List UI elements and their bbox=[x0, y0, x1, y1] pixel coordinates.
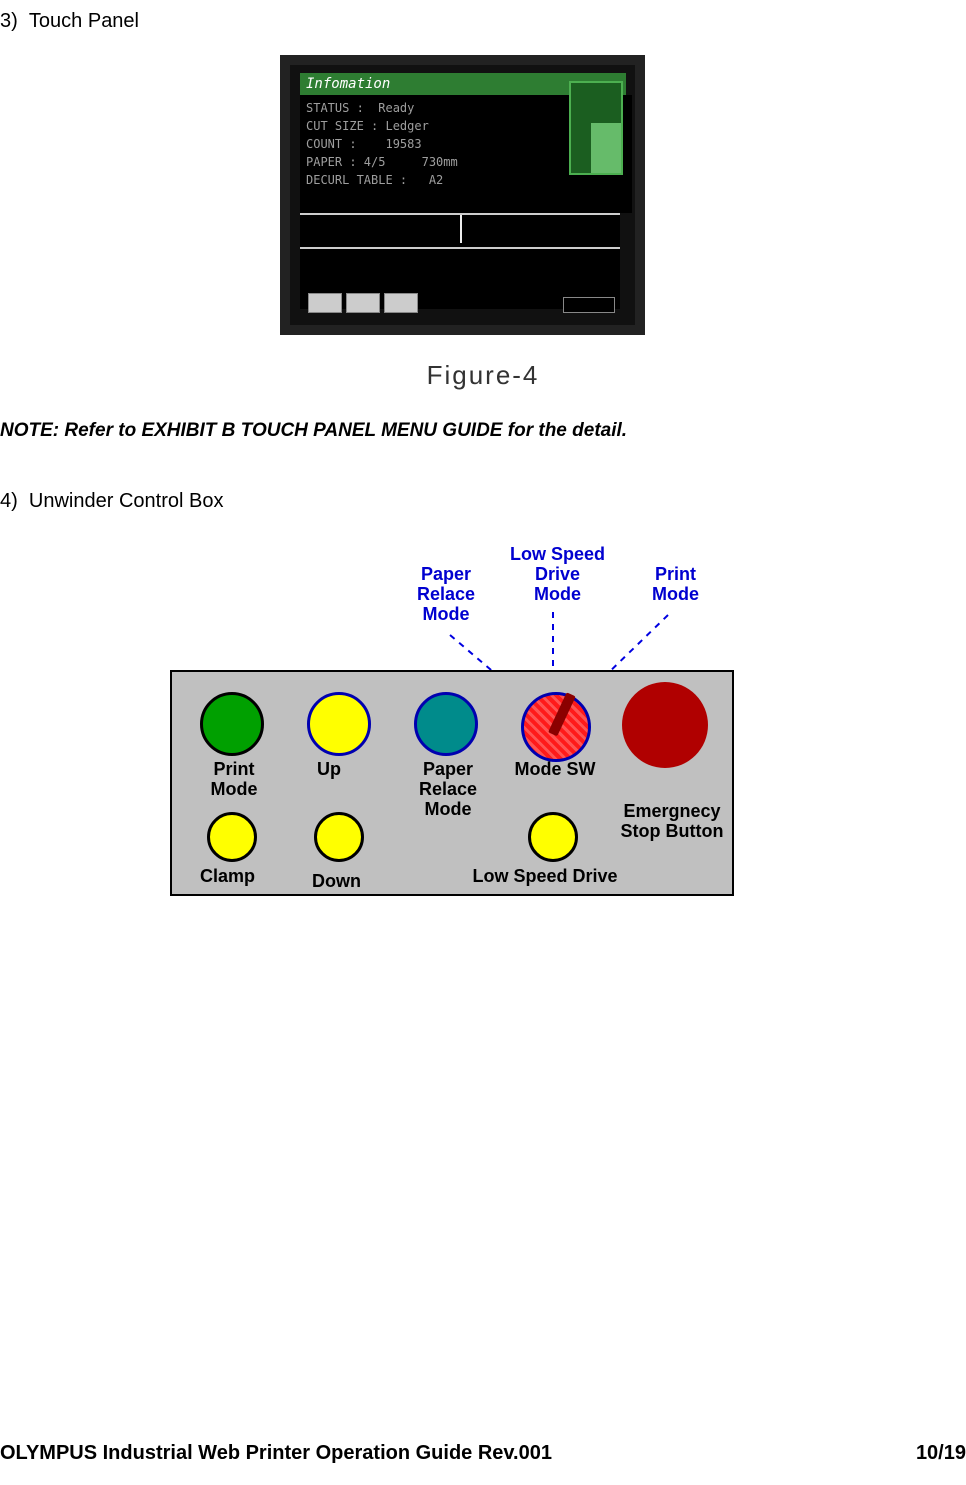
paper-relace-label: Paper Relace Mode bbox=[407, 760, 489, 819]
low-speed-drive-label: Low Speed Drive bbox=[460, 867, 630, 887]
mode-sw-label: Mode SW bbox=[514, 760, 596, 780]
paper-relace-mode-lamp bbox=[414, 692, 478, 756]
emergency-stop-label: Emergnecy Stop Button bbox=[612, 802, 732, 842]
callout-print-mode: Print Mode bbox=[652, 565, 699, 605]
up-button bbox=[307, 692, 371, 756]
page-footer: OLYMPUS Industrial Web Printer Operation… bbox=[0, 1442, 966, 1465]
footer-title: OLYMPUS Industrial Web Printer Operation… bbox=[0, 1442, 552, 1464]
low-speed-drive-button bbox=[528, 812, 578, 862]
callout-paper-relace-mode: Paper Relace Mode bbox=[417, 565, 475, 624]
print-mode-lamp bbox=[200, 692, 264, 756]
section-3-number: 3) bbox=[0, 10, 18, 32]
callout-low-speed-drive-mode: Low Speed Drive Mode bbox=[510, 545, 605, 604]
footer-page-number: 10/19 bbox=[916, 1442, 966, 1465]
section-3-heading: 3) Touch Panel bbox=[0, 10, 139, 33]
print-mode-label: Print Mode bbox=[194, 760, 274, 800]
touch-panel-mid-strip bbox=[300, 213, 620, 247]
touch-panel-photo: Infomation STATUS : Ready CUT SIZE : Led… bbox=[280, 55, 645, 335]
unwinder-diagram: Paper Relace Mode Low Speed Drive Mode P… bbox=[170, 540, 870, 960]
down-button bbox=[314, 812, 364, 862]
control-box-panel: Print Mode Up Paper Relace Mode Mode SW … bbox=[170, 670, 734, 896]
touch-panel-clock-box bbox=[563, 297, 615, 313]
figure-caption: Figure-4 bbox=[0, 360, 966, 391]
section-4-title: Unwinder Control Box bbox=[29, 490, 224, 512]
section-4-heading: 4) Unwinder Control Box bbox=[0, 490, 223, 513]
mode-sw-knob bbox=[521, 692, 591, 762]
clamp-label: Clamp bbox=[200, 867, 255, 887]
note-text: NOTE: Refer to EXHIBIT B TOUCH PANEL MEN… bbox=[0, 420, 627, 442]
emergency-stop-button bbox=[622, 682, 708, 768]
clamp-button bbox=[207, 812, 257, 862]
down-label: Down bbox=[312, 872, 361, 892]
touch-panel-soft-buttons bbox=[308, 293, 418, 313]
up-label: Up bbox=[317, 760, 341, 780]
section-3-title: Touch Panel bbox=[29, 10, 139, 32]
touch-panel-side-graphic bbox=[569, 81, 623, 175]
section-4-number: 4) bbox=[0, 490, 18, 512]
